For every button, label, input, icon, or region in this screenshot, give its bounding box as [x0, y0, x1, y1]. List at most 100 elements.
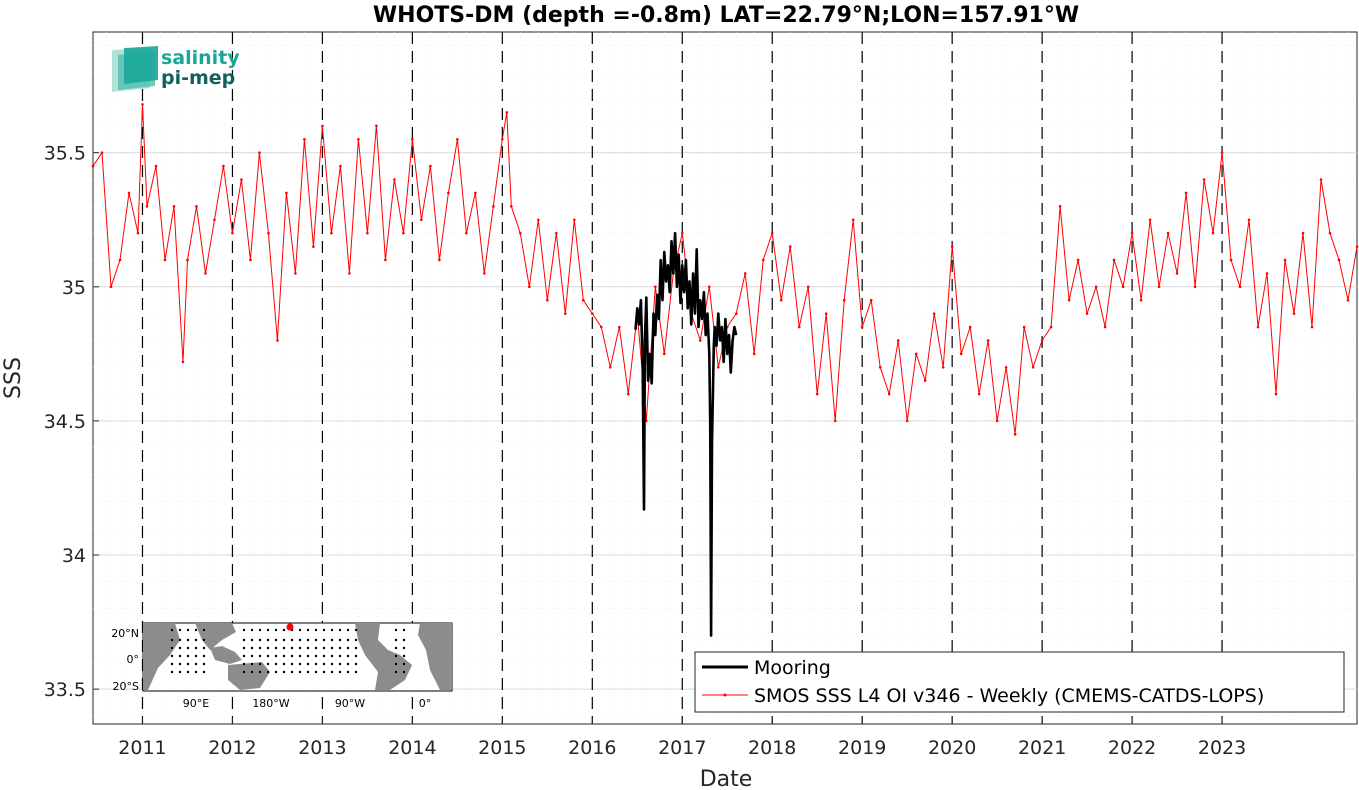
smos-data-point — [779, 298, 783, 302]
smos-data-point — [1058, 205, 1062, 208]
smos-data-point — [231, 231, 234, 235]
smos-data-point — [186, 258, 189, 262]
y-tick-label: 34.5 — [44, 411, 86, 433]
smos-data-point — [222, 164, 225, 168]
smos-data-point — [932, 312, 936, 315]
smos-data-point — [285, 191, 288, 195]
inset-buoy-dot — [354, 646, 358, 650]
smos-data-point — [204, 272, 207, 275]
smos-data-point — [941, 365, 945, 369]
smos-data-point — [429, 164, 432, 168]
inset-land-australia — [228, 662, 270, 690]
smos-data-point — [1112, 258, 1116, 262]
inset-buoy-dot — [394, 628, 398, 632]
inset-buoy-dot — [250, 628, 254, 632]
x-tick-label: 2011 — [118, 737, 166, 759]
inset-buoy-dot — [178, 646, 182, 650]
inset-buoy-dot — [170, 628, 174, 632]
inset-land-africa-east — [418, 623, 452, 690]
smos-data-point — [375, 124, 378, 128]
smos-data-point — [1283, 258, 1287, 262]
smos-data-point — [1220, 151, 1224, 154]
smos-data-point — [914, 352, 918, 356]
inset-buoy-dot — [338, 670, 342, 674]
inset-buoy-dot — [354, 662, 358, 666]
smos-data-point — [680, 231, 684, 235]
smos-data-point — [1274, 392, 1278, 396]
smos-data-point — [1157, 285, 1161, 289]
inset-buoy-dot — [290, 654, 294, 658]
inset-buoy-dot — [242, 662, 246, 666]
inset-buoy-dot — [170, 654, 174, 658]
smos-data-point — [1292, 312, 1296, 315]
inset-buoy-dot — [266, 662, 270, 666]
inset-buoy-dot — [282, 670, 286, 674]
inset-buoy-dot — [402, 646, 406, 650]
inset-buoy-dot — [250, 646, 254, 650]
inset-lon-label-90w: 90°W — [335, 697, 365, 710]
y-tick-label: 34 — [62, 545, 86, 567]
smos-data-point — [977, 392, 981, 396]
inset-buoy-dot — [170, 670, 174, 674]
smos-data-point — [1328, 231, 1332, 235]
inset-buoy-dot — [282, 654, 286, 658]
smos-data-point — [986, 339, 990, 342]
smos-data-point — [483, 272, 486, 275]
inset-buoy-dot — [314, 638, 318, 642]
inset-buoy-dot — [242, 670, 246, 674]
x-axis-label: Date — [700, 767, 753, 790]
inset-buoy-dot — [266, 646, 270, 650]
smos-data-point — [950, 245, 954, 248]
smos-data-point — [213, 218, 216, 222]
smos-data-point — [788, 245, 792, 248]
inset-buoy-dot — [322, 662, 326, 666]
smos-data-point — [1238, 285, 1242, 289]
smos-data-point — [118, 258, 122, 262]
inset-buoy-dot — [258, 646, 262, 650]
smos-data-point — [267, 231, 270, 235]
smos-data-point — [366, 231, 369, 235]
smos-data-point — [815, 392, 819, 396]
smos-data-point — [447, 191, 450, 195]
inset-buoy-dot — [298, 628, 302, 632]
inset-buoy-dot — [314, 662, 318, 666]
smos-data-point — [752, 352, 756, 356]
smos-data-point — [546, 298, 549, 302]
inset-buoy-dot — [330, 662, 334, 666]
smos-data-point — [716, 365, 720, 369]
inset-buoy-dot — [202, 654, 206, 658]
smos-data-point — [240, 178, 243, 181]
inset-buoy-dot — [290, 670, 294, 674]
inset-buoy-dot — [306, 638, 310, 642]
smos-data-point — [1346, 298, 1350, 302]
inset-buoy-dot — [402, 628, 406, 632]
inset-buoy-dot — [266, 654, 270, 658]
smos-data-point — [456, 137, 459, 141]
smos-data-point — [510, 205, 513, 208]
x-tick-label: 2022 — [1108, 737, 1156, 759]
inset-buoy-dot — [330, 628, 334, 632]
x-tick-label: 2012 — [208, 737, 256, 759]
inset-lon-label-90e: 90°E — [183, 697, 209, 710]
smos-data-point — [258, 151, 261, 154]
inset-buoy-dot — [178, 662, 182, 666]
inset-mooring-location-marker — [286, 623, 294, 631]
inset-buoy-dot — [402, 662, 406, 666]
smos-data-point — [806, 285, 810, 289]
inset-map: 20°N 0° 20°S 90°E 180°W 90°W 0° — [111, 622, 453, 710]
inset-lat-label-0: 0° — [127, 653, 140, 666]
smos-data-point — [1265, 272, 1269, 275]
y-tick-label: 35 — [62, 277, 86, 299]
smos-data-point — [1148, 218, 1152, 222]
smos-data-point — [348, 272, 351, 275]
series-line-mooring — [634, 231, 738, 637]
smos-data-point — [573, 218, 576, 222]
inset-buoy-dot — [258, 638, 262, 642]
inset-buoy-dot — [322, 646, 326, 650]
logo-layer-3 — [124, 46, 158, 84]
inset-buoy-dot — [354, 670, 358, 674]
inset-buoy-dot — [394, 638, 398, 642]
smos-data-point — [905, 419, 909, 423]
smos-data-point — [91, 164, 95, 168]
inset-buoy-dot — [338, 662, 342, 666]
